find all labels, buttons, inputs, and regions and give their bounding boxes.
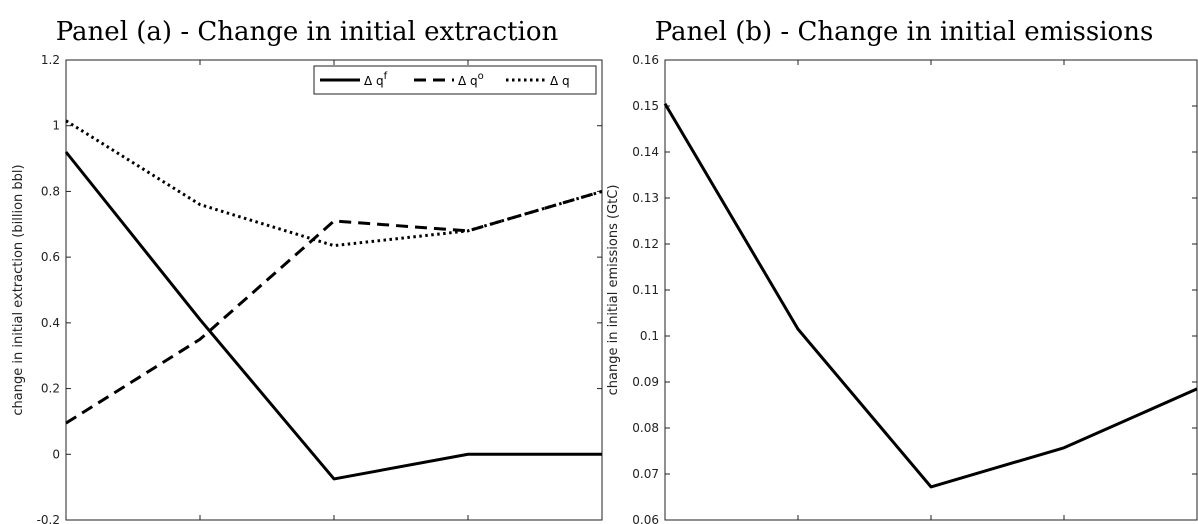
- y-tick-label: 1.2: [41, 53, 60, 67]
- y-tick-label: 0: [52, 447, 60, 461]
- y-tick-label: 0.1: [640, 329, 659, 343]
- y-tick-label: 0.16: [632, 53, 659, 67]
- panel-b-series: [663, 102, 1198, 489]
- legend-entry-name: Δ q: [364, 74, 384, 88]
- legend-entry-label: Δ qf: [364, 71, 388, 88]
- legend-entry-label: Δ qo: [458, 71, 484, 88]
- legend-box: [313, 65, 597, 95]
- legend-entry-label: Δ q: [550, 74, 570, 88]
- y-tick-label: 0.13: [632, 191, 659, 205]
- panel-a-series: [64, 119, 603, 481]
- legend-entry-name: Δ q: [550, 74, 570, 88]
- panel-a-plot-area: [65, 59, 603, 521]
- legend-entry-superscript: o: [478, 71, 484, 82]
- y-tick-label: 0.12: [632, 237, 659, 251]
- y-tick-label: 0.07: [632, 467, 659, 481]
- y-tick-label: 0.08: [632, 421, 659, 435]
- y-tick-label: 0.15: [632, 99, 659, 113]
- panel-b: Panel (b) - Change in initial emissions …: [606, 17, 1198, 524]
- series-line-solid: [663, 102, 1198, 489]
- panel-b-title: Panel (b) - Change in initial emissions: [655, 17, 1154, 47]
- y-tick-label: 0.4: [41, 316, 60, 330]
- panel-b-y-axis-label: change in initial emissions (GtC): [606, 185, 621, 396]
- y-tick-label: 0.09: [632, 375, 659, 389]
- panel-a-y-axis-label: change in initial extraction (billion bb…: [11, 164, 26, 415]
- legend-entry-name: Δ q: [458, 74, 478, 88]
- y-tick-label: 0.8: [41, 184, 60, 198]
- legend-entry-superscript: f: [384, 71, 388, 82]
- y-tick-label: 0.11: [632, 283, 659, 297]
- panel-a-ticks: -0.200.20.40.60.811.212345: [37, 53, 603, 524]
- panel-b-ticks: 0.06 0.07 0.08 0.09 0.1 0.11 0.12 0.13 0.14 0.15 0…: [632, 53, 1198, 524]
- y-tick-label: 0.14: [632, 145, 659, 159]
- y-tick-label: 0.2: [41, 382, 60, 396]
- series-line-solid: [64, 151, 602, 481]
- y-tick-label: -0.2: [37, 513, 60, 524]
- panel-a: Panel (a) - Change in initial extraction…: [11, 17, 603, 524]
- panel-a-legend: Δ qf Δ qo Δ q: [313, 65, 597, 95]
- panel-b-x-axis-label: n: [927, 521, 935, 524]
- series-line-dashed: [65, 189, 603, 425]
- y-tick-label: 0.06: [632, 513, 659, 524]
- y-tick-label: 0.6: [41, 250, 60, 264]
- panel-a-x-axis-label: n: [330, 521, 338, 524]
- panel-a-title: Panel (a) - Change in initial extraction: [56, 17, 559, 47]
- panel-b-plot-area: [664, 59, 1198, 521]
- y-tick-label: 1: [52, 119, 60, 133]
